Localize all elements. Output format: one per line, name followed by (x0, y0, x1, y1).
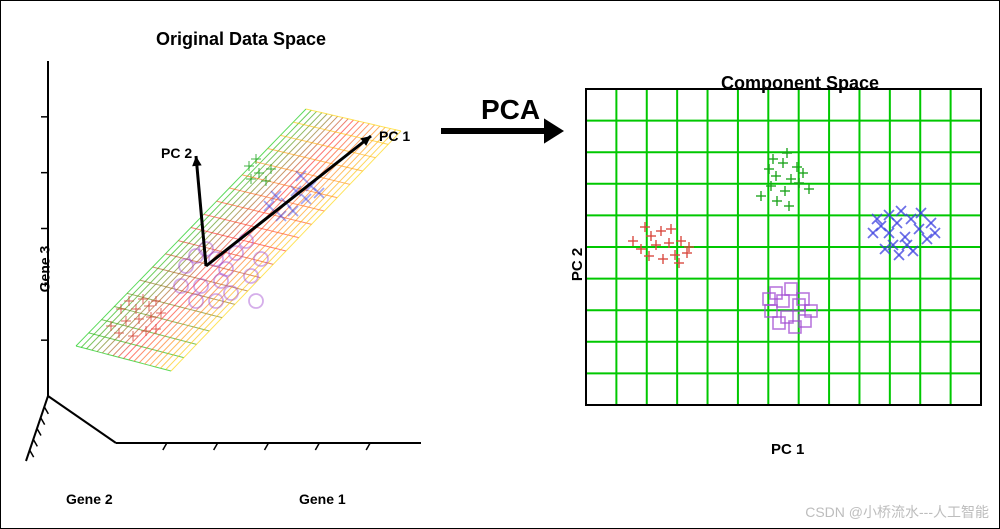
right-scatter-points (628, 148, 940, 333)
figure-container: { "canvas": { "width": 1000, "height": 5… (0, 0, 1000, 529)
svg-text:PC 2: PC 2 (161, 145, 192, 161)
transition-arrow (441, 118, 564, 143)
right-grid (586, 89, 981, 405)
svg-text:PC 1: PC 1 (379, 128, 410, 144)
figure-svg: PC 1 PC 2 (1, 1, 1000, 529)
watermark-text: CSDN @小桥流水---人工智能 (805, 502, 989, 522)
